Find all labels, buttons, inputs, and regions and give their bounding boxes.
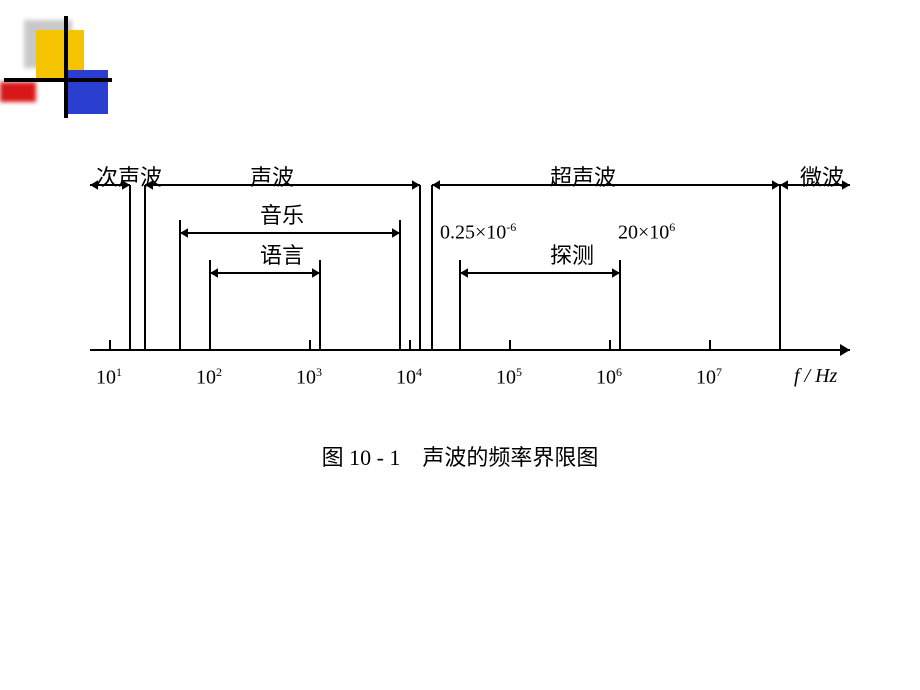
tick-label-3: 104 xyxy=(396,365,422,390)
subband-label-0: 音乐 xyxy=(260,198,304,230)
slide-decoration xyxy=(24,20,124,120)
tick-label-2: 103 xyxy=(296,365,322,390)
tick-label-6: 107 xyxy=(696,365,722,390)
band-label-1: 声波 xyxy=(250,160,294,192)
axis-label: f / Hz xyxy=(794,365,837,388)
subband-label-1: 语言 xyxy=(260,238,304,270)
band-label-0: 次声波 xyxy=(96,160,162,192)
tick-label-4: 105 xyxy=(496,365,522,390)
tick-label-1: 102 xyxy=(196,365,222,390)
frequency-diagram: 101 102 103 104 105 106 107 f / Hz 次声波 声波 超声波 微波音乐语… xyxy=(60,160,860,440)
annotation-1: 20×106 xyxy=(618,220,675,245)
deco-red-square xyxy=(0,82,36,102)
annotation-0: 0.25×10-6 xyxy=(440,220,516,245)
tick-label-0: 101 xyxy=(96,365,122,390)
figure-caption: 图 10 - 1 声波的频率界限图 xyxy=(0,440,920,472)
deco-blue-square xyxy=(64,70,108,114)
deco-v-line xyxy=(64,16,68,118)
subband-label-2: 探测 xyxy=(550,238,594,270)
band-label-3: 微波 xyxy=(800,160,844,192)
deco-h-line xyxy=(4,78,112,82)
diagram-svg xyxy=(60,160,860,390)
tick-label-5: 106 xyxy=(596,365,622,390)
band-label-2: 超声波 xyxy=(550,160,616,192)
